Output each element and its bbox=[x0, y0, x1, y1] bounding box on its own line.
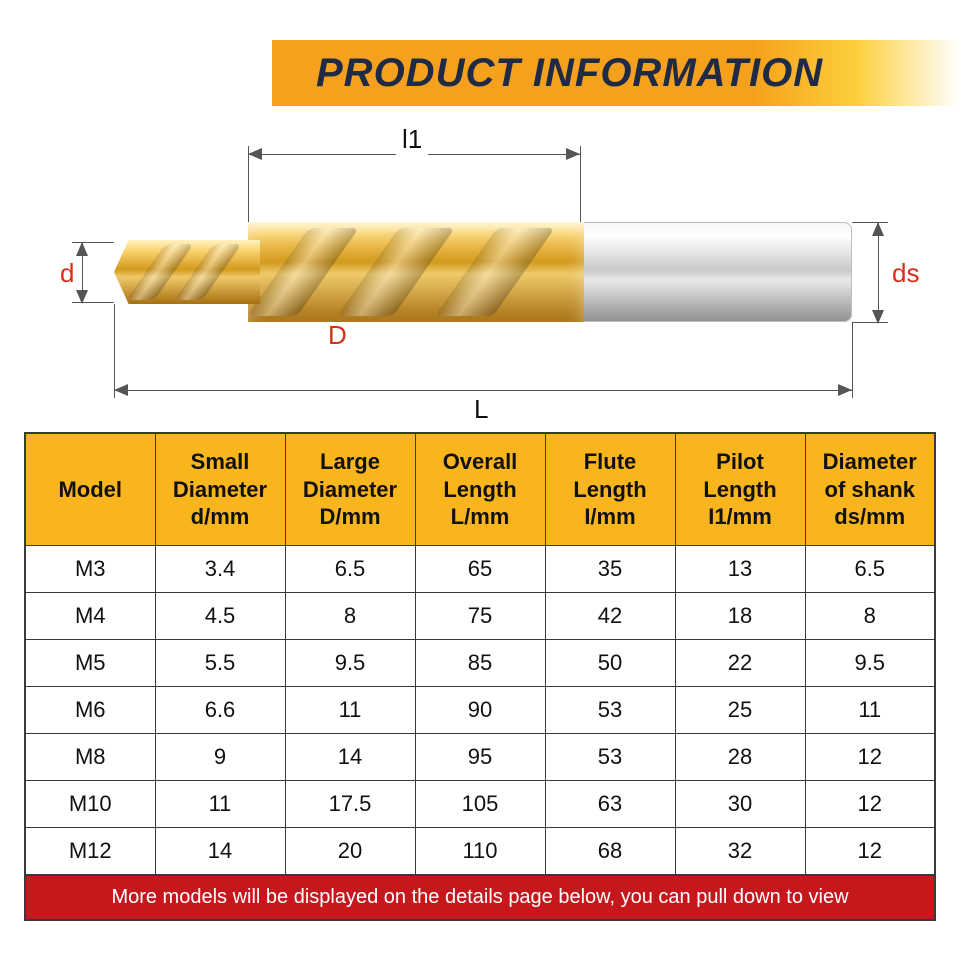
table-cell: 75 bbox=[415, 592, 545, 639]
table-row: M44.587542188 bbox=[25, 592, 935, 639]
table-cell: 65 bbox=[415, 545, 545, 592]
table-cell: 105 bbox=[415, 780, 545, 827]
table-cell: M12 bbox=[25, 827, 155, 875]
table-cell: 28 bbox=[675, 733, 805, 780]
table-cell: 6.5 bbox=[805, 545, 935, 592]
dimension-diagram: l1 d ds D L bbox=[72, 130, 888, 420]
table-header-row: Model SmallDiameterd/mm LargeDiameterD/m… bbox=[25, 433, 935, 545]
dim-label-d: d bbox=[54, 258, 80, 289]
table-cell: 12 bbox=[805, 827, 935, 875]
title-banner: PRODUCT INFORMATION bbox=[272, 40, 960, 106]
column-header: LargeDiameterD/mm bbox=[285, 433, 415, 545]
table-cell: 14 bbox=[285, 733, 415, 780]
column-header: PilotLengthI1/mm bbox=[675, 433, 805, 545]
table-cell: M3 bbox=[25, 545, 155, 592]
table-cell: M5 bbox=[25, 639, 155, 686]
table-cell: 32 bbox=[675, 827, 805, 875]
dim-label-L: L bbox=[468, 394, 494, 425]
table-cell: 25 bbox=[675, 686, 805, 733]
table-cell: 4.5 bbox=[155, 592, 285, 639]
table-cell: M6 bbox=[25, 686, 155, 733]
table-cell: 22 bbox=[675, 639, 805, 686]
table-cell: 95 bbox=[415, 733, 545, 780]
footer-note: More models will be displayed on the det… bbox=[24, 876, 936, 921]
table-cell: 6.5 bbox=[285, 545, 415, 592]
table-cell: 110 bbox=[415, 827, 545, 875]
table-cell: 90 bbox=[415, 686, 545, 733]
table-cell: 35 bbox=[545, 545, 675, 592]
table-cell: 8 bbox=[285, 592, 415, 639]
table-cell: 12 bbox=[805, 780, 935, 827]
drill-pilot bbox=[114, 240, 260, 304]
table-cell: 9.5 bbox=[805, 639, 935, 686]
table-row: M121420110683212 bbox=[25, 827, 935, 875]
table-cell: M4 bbox=[25, 592, 155, 639]
table-cell: 11 bbox=[155, 780, 285, 827]
dim-label-ds: ds bbox=[886, 258, 925, 289]
table-cell: 53 bbox=[545, 686, 675, 733]
table-row: M101117.5105633012 bbox=[25, 780, 935, 827]
column-header: SmallDiameterd/mm bbox=[155, 433, 285, 545]
table-cell: 53 bbox=[545, 733, 675, 780]
table-cell: 17.5 bbox=[285, 780, 415, 827]
table-cell: 50 bbox=[545, 639, 675, 686]
column-header: Diameterof shankds/mm bbox=[805, 433, 935, 545]
drill-shank bbox=[580, 222, 852, 322]
table-row: M55.59.58550229.5 bbox=[25, 639, 935, 686]
table-cell: 68 bbox=[545, 827, 675, 875]
table-cell: 13 bbox=[675, 545, 805, 592]
table-cell: 20 bbox=[285, 827, 415, 875]
table-cell: 85 bbox=[415, 639, 545, 686]
table-cell: 11 bbox=[805, 686, 935, 733]
table-cell: 6.6 bbox=[155, 686, 285, 733]
spec-table: Model SmallDiameterd/mm LargeDiameterD/m… bbox=[24, 432, 936, 876]
table-cell: 63 bbox=[545, 780, 675, 827]
table-cell: 11 bbox=[285, 686, 415, 733]
dim-label-D: D bbox=[322, 320, 353, 351]
column-header: FluteLengthI/mm bbox=[545, 433, 675, 545]
table-cell: 9 bbox=[155, 733, 285, 780]
table-cell: 8 bbox=[805, 592, 935, 639]
page-title: PRODUCT INFORMATION bbox=[272, 51, 823, 96]
table-cell: M8 bbox=[25, 733, 155, 780]
drill-large-flute bbox=[248, 222, 584, 322]
table-row: M891495532812 bbox=[25, 733, 935, 780]
table-cell: 12 bbox=[805, 733, 935, 780]
table-cell: 5.5 bbox=[155, 639, 285, 686]
table-cell: 14 bbox=[155, 827, 285, 875]
table-cell: 3.4 bbox=[155, 545, 285, 592]
table-cell: 18 bbox=[675, 592, 805, 639]
column-header: Model bbox=[25, 433, 155, 545]
table-cell: 30 bbox=[675, 780, 805, 827]
column-header: OverallLengthL/mm bbox=[415, 433, 545, 545]
table-row: M66.61190532511 bbox=[25, 686, 935, 733]
table-cell: M10 bbox=[25, 780, 155, 827]
table-row: M33.46.56535136.5 bbox=[25, 545, 935, 592]
table-cell: 9.5 bbox=[285, 639, 415, 686]
dim-label-l1: l1 bbox=[396, 124, 428, 155]
table-cell: 42 bbox=[545, 592, 675, 639]
